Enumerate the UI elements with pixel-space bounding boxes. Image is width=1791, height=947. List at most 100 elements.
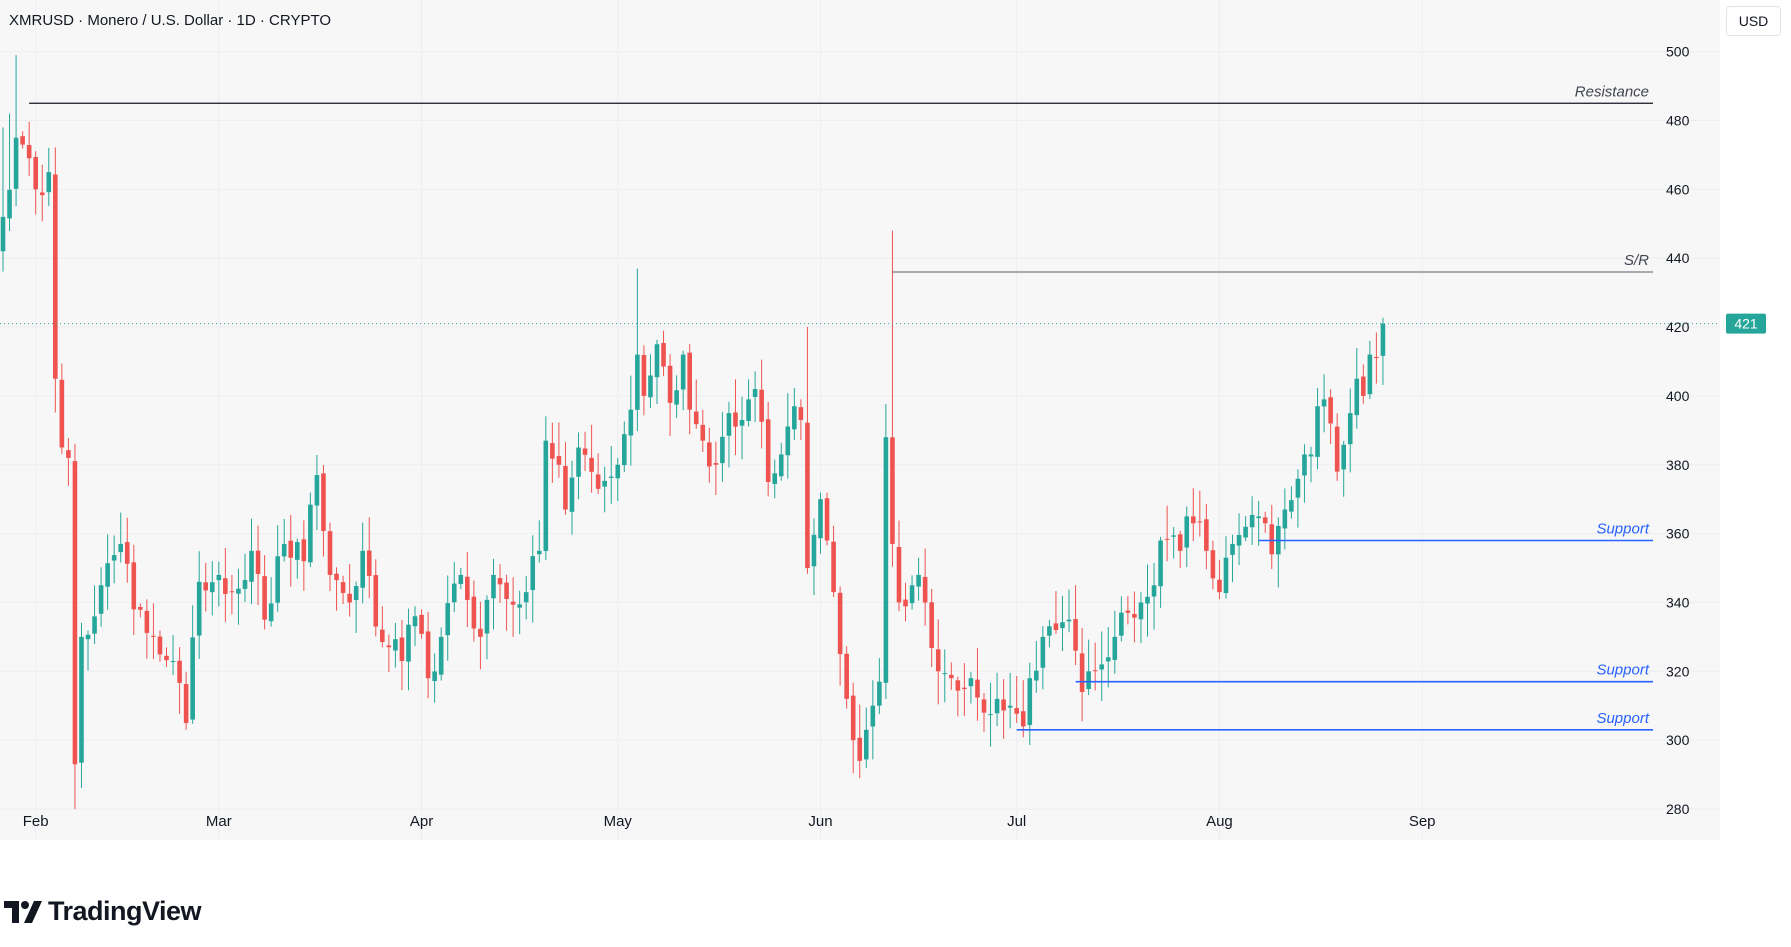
candle-body bbox=[497, 578, 503, 585]
candle-body bbox=[510, 601, 516, 605]
candle-body bbox=[543, 440, 549, 552]
current-price-label: 421 bbox=[1734, 316, 1758, 332]
candle-body bbox=[1236, 534, 1242, 546]
candle-body bbox=[641, 355, 647, 396]
candle-body bbox=[1040, 636, 1046, 668]
candle-body bbox=[1282, 509, 1288, 529]
candle-body bbox=[1308, 454, 1314, 457]
price-tick-label: 400 bbox=[1666, 388, 1690, 404]
candle-body bbox=[962, 687, 967, 690]
candle-body bbox=[942, 673, 948, 675]
candle-body bbox=[1138, 602, 1144, 620]
candle-body bbox=[236, 588, 241, 594]
candle-body bbox=[1119, 612, 1124, 636]
candle-body bbox=[373, 575, 379, 627]
candle-body bbox=[66, 450, 71, 458]
candle-body bbox=[203, 582, 209, 591]
candle-body bbox=[1027, 678, 1033, 726]
candle-body bbox=[556, 456, 562, 465]
current-price-label-bg bbox=[1726, 313, 1766, 334]
time-tick-label: Sep bbox=[1409, 813, 1436, 830]
candle-body bbox=[863, 729, 869, 760]
candle-body bbox=[451, 583, 457, 603]
candle-body bbox=[1315, 406, 1320, 457]
time-tick-label: Aug bbox=[1206, 813, 1233, 830]
tradingview-logo-text: TradingView bbox=[48, 896, 202, 926]
candle-body bbox=[223, 578, 228, 594]
candle-body bbox=[465, 576, 470, 601]
tradingview-logo[interactable]: TradingView bbox=[4, 896, 202, 927]
candle-body bbox=[896, 546, 902, 603]
candle-body bbox=[929, 602, 934, 648]
candle-body bbox=[484, 599, 490, 634]
candle-body bbox=[530, 556, 536, 591]
candle-body bbox=[1099, 664, 1105, 670]
candle-body bbox=[909, 585, 915, 604]
candle-body bbox=[399, 637, 405, 661]
candle-body bbox=[746, 399, 751, 421]
candle-body bbox=[334, 573, 339, 581]
candle-body bbox=[576, 447, 581, 477]
candle-body bbox=[1145, 596, 1150, 604]
currency-button[interactable]: USD bbox=[1726, 6, 1781, 36]
candle-body bbox=[602, 480, 607, 487]
time-tick-label: Apr bbox=[410, 813, 433, 830]
candle-body bbox=[26, 144, 32, 159]
candle-body bbox=[20, 136, 25, 145]
candle-body bbox=[1053, 623, 1059, 630]
candle-body bbox=[595, 474, 601, 489]
candle-body bbox=[157, 636, 163, 655]
candle-body bbox=[687, 352, 692, 410]
candle-body bbox=[412, 616, 418, 627]
candle-body bbox=[1289, 500, 1294, 512]
candle-body bbox=[46, 172, 52, 193]
candle-body bbox=[661, 343, 666, 367]
candle-body bbox=[190, 637, 195, 720]
time-tick-label: May bbox=[604, 813, 633, 830]
candle-body bbox=[765, 419, 771, 482]
sr-line-label: S/R bbox=[1624, 252, 1649, 269]
chart-area[interactable] bbox=[0, 0, 1720, 840]
candle-body bbox=[955, 680, 961, 691]
candle-body bbox=[693, 411, 699, 425]
candle-body bbox=[1079, 653, 1085, 692]
candle-body bbox=[85, 634, 91, 640]
candle-body bbox=[1341, 444, 1346, 470]
candle-body bbox=[1112, 636, 1118, 660]
candle-body bbox=[935, 649, 941, 672]
candle-body bbox=[857, 737, 863, 761]
candle-body bbox=[478, 628, 483, 637]
candlestick-chart[interactable]: 280 300 320 340 360 380 400 420 440 460 480 500 Feb M… bbox=[0, 0, 1791, 872]
candle-body bbox=[981, 699, 987, 713]
candle-body bbox=[471, 596, 477, 629]
candle-body bbox=[275, 556, 280, 603]
candle-body bbox=[1243, 526, 1248, 538]
candle-body bbox=[438, 636, 444, 675]
candle-body bbox=[1328, 397, 1333, 424]
candle-body bbox=[844, 653, 849, 699]
candle-body bbox=[170, 660, 176, 662]
time-axis[interactable] bbox=[0, 840, 1720, 872]
candle-body bbox=[1151, 585, 1157, 597]
candle-body bbox=[824, 498, 830, 541]
candle-body bbox=[1249, 514, 1255, 528]
candle-body bbox=[288, 540, 294, 558]
candle-body bbox=[491, 574, 496, 599]
price-axis[interactable] bbox=[1720, 0, 1791, 840]
support-line-label: Support bbox=[1596, 520, 1649, 537]
candle-body bbox=[7, 189, 12, 219]
candle-body bbox=[1223, 557, 1229, 594]
candle-body bbox=[242, 580, 248, 589]
candle-body bbox=[105, 563, 110, 587]
price-tick-label: 360 bbox=[1666, 526, 1690, 542]
candle-body bbox=[1034, 670, 1039, 681]
tradingview-logo-icon bbox=[4, 900, 42, 923]
candle-body bbox=[667, 365, 673, 403]
price-tick-label: 320 bbox=[1666, 663, 1690, 679]
price-tick-label: 460 bbox=[1666, 181, 1690, 197]
candle-body bbox=[635, 354, 640, 410]
candle-body bbox=[92, 616, 97, 634]
candle-body bbox=[798, 407, 804, 420]
candle-body bbox=[1347, 413, 1353, 445]
candle-body bbox=[1073, 619, 1078, 651]
